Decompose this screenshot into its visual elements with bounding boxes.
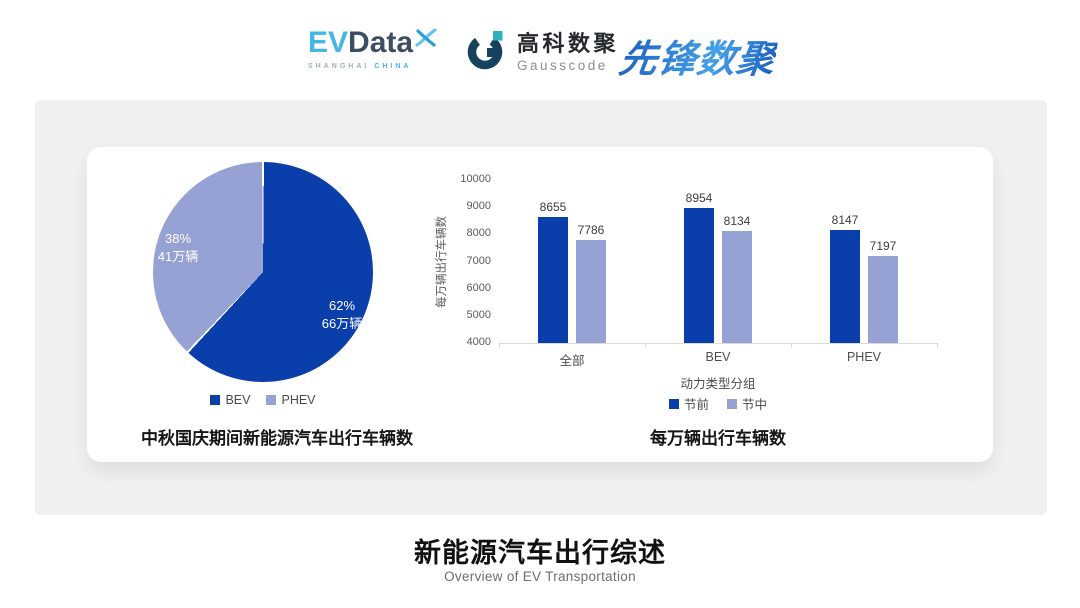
pre-holiday-legend-swatch — [668, 398, 679, 409]
pie-phev-percent: 38% — [164, 231, 192, 246]
y-tick-label: 7000 — [466, 254, 491, 267]
bar-chart-title: 每万辆出行车辆数 — [650, 429, 786, 448]
bar-legend: 节前 节中 — [499, 394, 937, 413]
page-title: 新能源汽车出行综述 — [414, 538, 666, 568]
pie-bev-percent: 62% — [328, 298, 356, 313]
gausscode-g-icon — [466, 28, 508, 77]
gausscode-logo: 高科数聚 Gausscode — [466, 28, 619, 77]
pie-legend: BEV PHEV — [87, 393, 439, 407]
evdata-logo: EV Data SHANGHAI CHINA — [308, 26, 437, 70]
pioneer-logo: 先锋数聚 — [616, 28, 778, 83]
category-label: BEV — [705, 350, 731, 364]
content-panel: 38% 41万辆 62% 66万辆 BEV PHEV 中秋国庆期间新能源汽车出行… — [35, 100, 1047, 515]
pioneer-wordmark: 先锋数聚 — [616, 28, 780, 83]
bev-legend-label: BEV — [225, 393, 251, 407]
pie-chart — [153, 162, 373, 382]
x-axis-tick — [499, 343, 500, 348]
bar-value-label: 7786 — [577, 223, 605, 238]
bar-legend-item-mid: 节中 — [727, 394, 767, 413]
evdata-tagline-shanghai: SHANGHAI — [308, 63, 370, 70]
pie-phev-count: 41万辆 — [157, 248, 199, 264]
bar-节前-全部 — [538, 216, 568, 343]
category-label: PHEV — [846, 350, 882, 364]
bar-value-label: 8954 — [685, 191, 713, 206]
mid-holiday-legend-swatch — [727, 398, 737, 409]
x-axis-tick — [791, 343, 792, 348]
bar-chart: 每万辆出行车辆数 动力类型分组 节前 节中 每万辆出行车辆数 10000 9000… — [87, 147, 993, 462]
y-tick-label: 5000 — [466, 308, 491, 321]
evdata-tagline: SHANGHAI CHINA — [308, 63, 437, 70]
y-tick-label: 10000 — [460, 173, 491, 185]
pie-legend-item-phev: PHEV — [266, 393, 316, 407]
pie-bev-count: 66万辆 — [321, 315, 363, 331]
category-label: 全部 — [559, 354, 585, 368]
bar-value-label: 8147 — [831, 213, 859, 228]
evdata-wordmark-ev: EV — [308, 26, 349, 59]
page-subtitle: Overview of EV Transportation — [444, 569, 636, 584]
bar-value-label: 7197 — [869, 239, 897, 254]
pie-chart-title: 中秋国庆期间新能源汽车出行车辆数 — [141, 429, 413, 448]
y-tick-label: 6000 — [466, 281, 491, 294]
evdata-wordmark: EV Data — [308, 26, 437, 60]
pre-holiday-legend-label: 节前 — [683, 398, 709, 412]
x-axis-tick — [645, 343, 646, 348]
x-axis-line — [499, 343, 937, 344]
gausscode-name-cn: 高科数聚 — [517, 31, 620, 57]
phev-legend-swatch — [266, 395, 277, 405]
bar-节前-PHEV — [830, 230, 860, 343]
x-axis-tick — [937, 343, 938, 348]
bev-legend-swatch — [210, 395, 221, 405]
evdata-wordmark-data: Data — [348, 26, 414, 59]
gausscode-name-en: Gausscode — [517, 57, 608, 73]
bar-value-label: 8134 — [723, 213, 751, 228]
header: EV Data SHANGHAI CHINA 高科数聚 Gausscode — [0, 0, 1080, 100]
bar-x-axis-title: 动力类型分组 — [680, 377, 756, 391]
y-tick-label: 8000 — [466, 227, 491, 240]
bar-节前-BEV — [684, 208, 714, 343]
bar-value-label: 8655 — [539, 199, 567, 214]
gausscode-wordmark: 高科数聚 Gausscode — [517, 31, 620, 73]
bar-节中-全部 — [576, 240, 606, 343]
pie-slice-label-bev: 62% 66万辆 — [300, 297, 384, 332]
bar-节中-BEV — [722, 230, 752, 343]
y-tick-label: 4000 — [466, 336, 491, 348]
mid-holiday-legend-label: 节中 — [742, 398, 768, 412]
evdata-tagline-china: CHINA — [374, 63, 412, 70]
y-tick-label: 9000 — [466, 200, 491, 213]
pie-slice-label-phev: 38% 41万辆 — [136, 230, 220, 265]
phev-legend-label: PHEV — [281, 393, 316, 407]
bar-legend-item-pre: 节前 — [668, 394, 709, 413]
pie-legend-item-bev: BEV — [210, 393, 250, 407]
bar-节中-PHEV — [868, 256, 898, 343]
evdata-x-icon — [415, 22, 437, 56]
charts-card: 38% 41万辆 62% 66万辆 BEV PHEV 中秋国庆期间新能源汽车出行… — [87, 147, 993, 462]
